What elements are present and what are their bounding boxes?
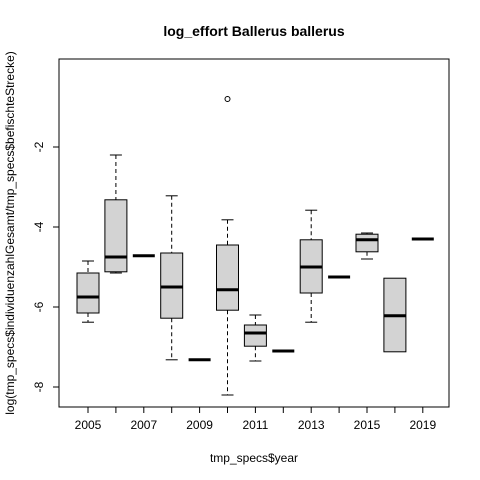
iqr-box: [216, 244, 239, 311]
box-2016: [383, 277, 407, 353]
iqr-box: [104, 199, 128, 273]
box-2005: [76, 260, 100, 323]
y-tick-label: -4: [32, 221, 46, 232]
y-tick-label: -2: [32, 141, 46, 152]
x-tick-label: 2009: [186, 418, 213, 432]
box-2015: [355, 232, 379, 260]
x-tick-label: 2019: [409, 418, 436, 432]
x-tick-label: 2007: [130, 418, 157, 432]
x-axis-label: tmp_specs$year: [210, 451, 298, 465]
box-2013: [299, 209, 323, 323]
iqr-box: [243, 324, 267, 347]
x-axis: 2005 2007 2009 2011 2013 2015 2019: [75, 406, 436, 432]
y-axis: -8 -6 -4 -2: [32, 141, 60, 392]
y-axis-label: log(tmp_specs$individuenzahlGesamt/tmp_s…: [3, 51, 17, 415]
box-2011: [243, 314, 267, 362]
y-tick-label: -8: [32, 381, 46, 392]
box-2008: [160, 195, 184, 361]
chart-title: log_effort Ballerus ballerus: [163, 23, 344, 39]
boxes-group: [76, 96, 434, 396]
iqr-box: [355, 233, 379, 253]
iqr-box: [76, 272, 100, 314]
x-tick-label: 2015: [354, 418, 381, 432]
x-tick-label: 2005: [75, 418, 102, 432]
box-2006: [104, 154, 128, 274]
box-2010: [216, 96, 239, 396]
outlier-point: [224, 96, 231, 102]
x-tick-label: 2011: [242, 418, 268, 432]
x-tick-label: 2013: [298, 418, 325, 432]
y-tick-label: -6: [32, 301, 46, 312]
